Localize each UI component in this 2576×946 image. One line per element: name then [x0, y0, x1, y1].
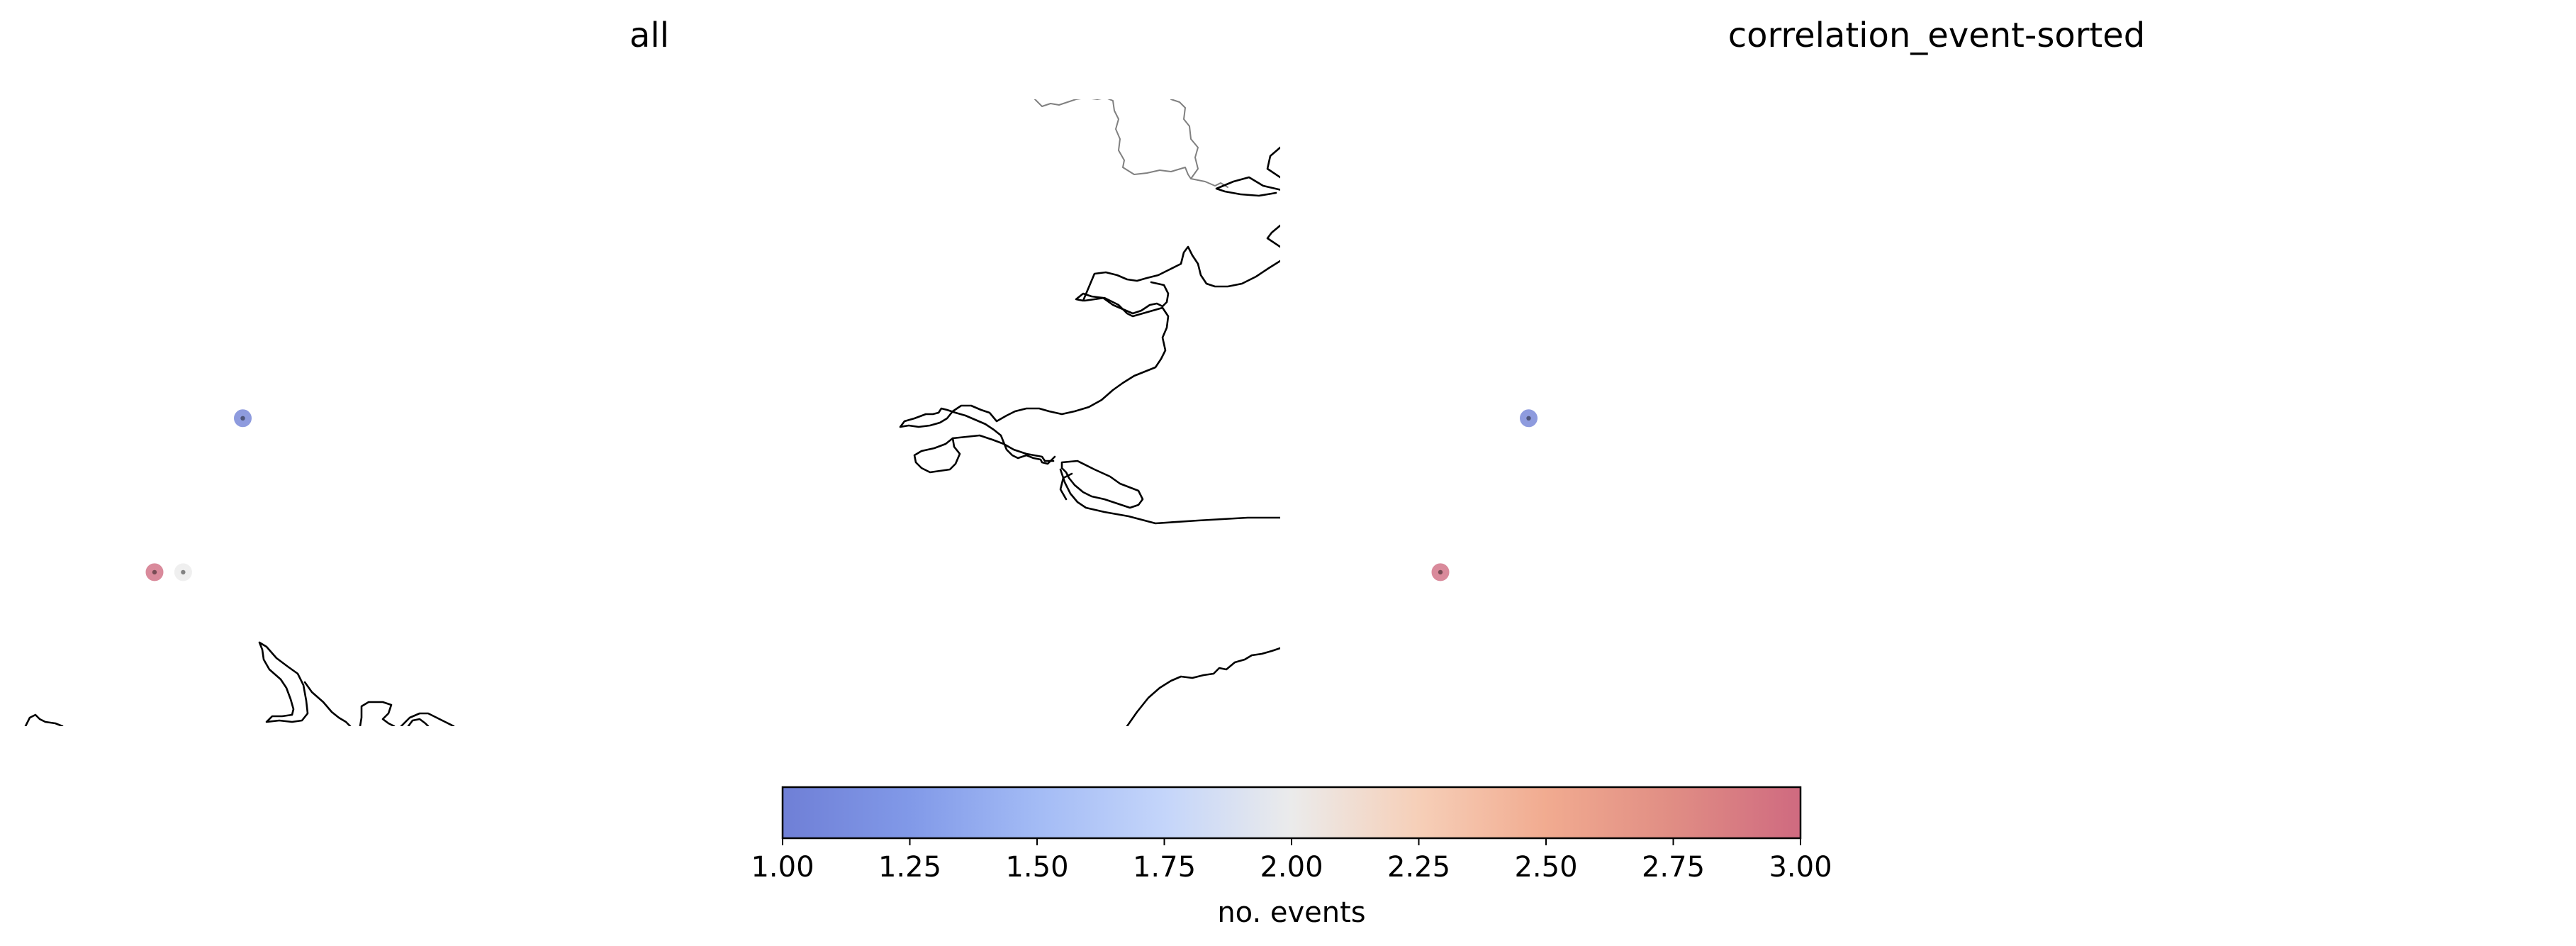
event-markers-all	[145, 409, 252, 581]
coastline-south-peninsula	[2200, 435, 2339, 472]
coastline-inlet	[1059, 472, 1073, 501]
land-border-2	[2457, 99, 2484, 179]
coastline-bay	[2362, 247, 2566, 313]
event-marker	[234, 409, 252, 428]
colorbar-label: no. events	[1217, 896, 1365, 929]
colorbar-tick-label: 2.75	[1642, 851, 1705, 884]
colorbar-tick-label: 2.50	[1514, 851, 1577, 884]
coastline-inlet	[2346, 474, 2358, 499]
coastline-bay-2	[2186, 298, 2454, 464]
colorbar-tick-label: 1.75	[1133, 851, 1196, 884]
coastline-southwest-2	[1694, 719, 1714, 726]
colorbar-tick-label: 1.50	[1005, 851, 1068, 884]
event-marker-center	[1526, 416, 1531, 421]
coastline-southeast	[1059, 468, 1280, 525]
event-marker-center	[152, 569, 157, 575]
event-marker	[1431, 563, 1450, 581]
map-panel-correlation: correlation_event-sorted	[1311, 16, 2567, 726]
coastline-island	[1060, 460, 1144, 509]
colorbar-tick-label: 2.00	[1260, 851, 1323, 884]
coastline-island	[2348, 461, 2429, 508]
land-border-2	[1170, 99, 1199, 179]
coastline-southeast	[2346, 469, 2566, 523]
colorbar-tick-label: 1.25	[878, 851, 941, 884]
coastline-southwest	[1311, 642, 1740, 726]
event-marker	[145, 563, 164, 581]
colorbar: 1.00 1.25 1.50 1.75 2.00 2.25 2.50 2.75 3.00 no.…	[751, 786, 1832, 929]
coastline-bay-2	[899, 296, 1170, 465]
colorbar-tick-label: 2.25	[1387, 851, 1450, 884]
map-area-correlation	[1311, 98, 2567, 726]
event-marker-center	[240, 416, 245, 421]
coastline-southwest	[24, 641, 455, 726]
coastline-bay	[1075, 245, 1280, 315]
coastline-north	[1215, 146, 1280, 248]
colorbar-tick-label: 3.00	[1769, 851, 1832, 884]
event-marker	[174, 563, 192, 581]
map-panel-all: all	[24, 16, 1280, 726]
coastline-south-peninsula	[913, 434, 1055, 474]
coastline-lower-right	[2413, 648, 2566, 726]
event-marker-center	[1438, 569, 1443, 575]
colorbar-gradient	[781, 786, 1802, 840]
land-border	[1034, 99, 1228, 188]
coastline-lower-right	[1126, 647, 1280, 726]
panel-title-correlation: correlation_event-sorted	[1728, 16, 2146, 55]
colorbar-ticks: 1.00 1.25 1.50 1.75 2.00 2.25 2.50 2.75 3.00	[751, 838, 1832, 884]
colorbar-tick-label: 1.00	[751, 851, 814, 884]
map-area-all	[24, 99, 1280, 726]
land-border	[2321, 98, 2514, 187]
panel-title-all: all	[629, 16, 669, 55]
event-marker-center	[181, 569, 186, 575]
event-marker	[1520, 409, 1538, 428]
coastline-north	[2502, 148, 2567, 247]
coastline-southwest-2	[407, 718, 430, 726]
event-markers-correlation	[1431, 409, 1538, 581]
